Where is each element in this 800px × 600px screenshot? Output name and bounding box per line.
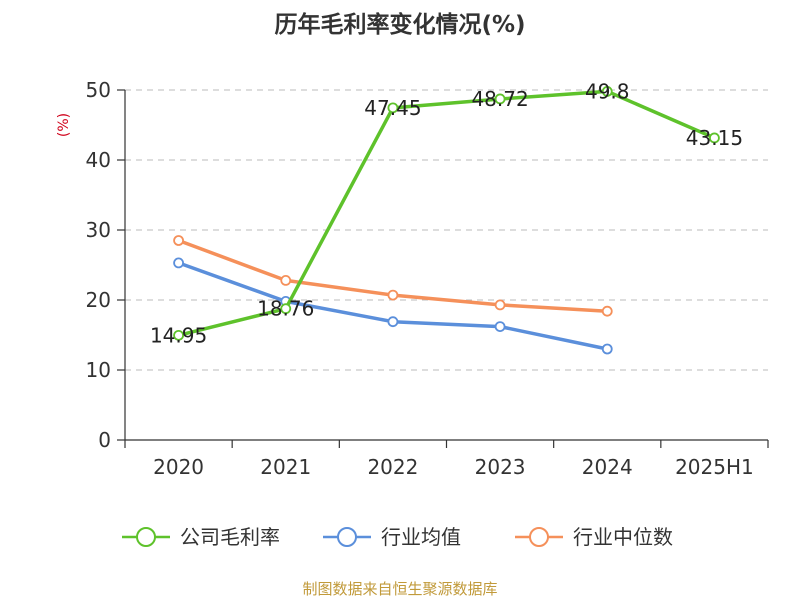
legend-marker [337, 527, 357, 547]
x-tick-label: 2023 [475, 455, 526, 479]
data-point[interactable] [280, 274, 292, 286]
data-point[interactable] [709, 132, 720, 144]
x-tick-label: 2025H1 [675, 455, 754, 479]
series-layer [173, 86, 720, 355]
data-label: 43.15 [686, 126, 743, 150]
data-point[interactable] [173, 235, 184, 246]
y-tick-label: 20 [86, 288, 111, 312]
data-point[interactable] [387, 289, 399, 301]
x-tick-label: 2020 [153, 455, 204, 479]
legend-item[interactable]: 行业均值 [323, 525, 461, 549]
data-point[interactable] [173, 257, 184, 269]
legend-item[interactable]: 公司毛利率 [122, 525, 280, 549]
legend-label: 行业均值 [381, 525, 461, 549]
data-label: 48.72 [471, 87, 528, 111]
legend-marker [136, 527, 156, 547]
data-label: 14.95 [150, 323, 207, 347]
data-point[interactable] [494, 299, 506, 311]
legend[interactable]: 公司毛利率 行业均值 行业中位数 [122, 525, 673, 549]
y-axis-label: (%) [56, 113, 72, 137]
y-tick-label: 40 [86, 148, 111, 172]
series-line [178, 89, 716, 338]
data-point[interactable] [173, 329, 184, 341]
source-note: 制图数据来自恒生聚源数据库 [302, 580, 497, 598]
y-tick-label: 30 [86, 218, 111, 242]
legend-marker [529, 527, 549, 547]
data-point[interactable] [387, 316, 399, 328]
data-point[interactable] [387, 102, 399, 114]
y-tick-label: 50 [86, 78, 111, 102]
data-point[interactable] [494, 93, 506, 105]
y-tick-label: 0 [98, 428, 111, 452]
x-tick-label: 2021 [260, 455, 311, 479]
data-point[interactable] [494, 321, 506, 333]
data-label: 47.45 [364, 96, 421, 120]
legend-label: 行业中位数 [573, 525, 673, 549]
chart-title: 历年毛利率变化情况(%) [274, 11, 525, 38]
data-label: 18.76 [257, 297, 314, 321]
legend-item[interactable]: 行业中位数 [515, 525, 673, 549]
y-tick-label: 10 [86, 358, 111, 382]
data-labels: 14.95 18.76 47.45 48.72 49.8 43.15 [150, 79, 743, 347]
data-point[interactable] [280, 303, 292, 315]
data-label: 49.8 [585, 79, 630, 103]
x-tick-label: 2024 [582, 455, 633, 479]
axes: 0 10 20 30 40 50 2020 2021 2022 2023 2024 2025H1 [86, 78, 769, 479]
data-point[interactable] [601, 305, 613, 317]
x-tick-label: 2022 [367, 455, 418, 479]
grid [125, 89, 768, 371]
data-point[interactable] [601, 86, 613, 97]
data-point[interactable] [601, 343, 613, 355]
legend-label: 公司毛利率 [180, 525, 280, 549]
series-line [177, 238, 608, 313]
